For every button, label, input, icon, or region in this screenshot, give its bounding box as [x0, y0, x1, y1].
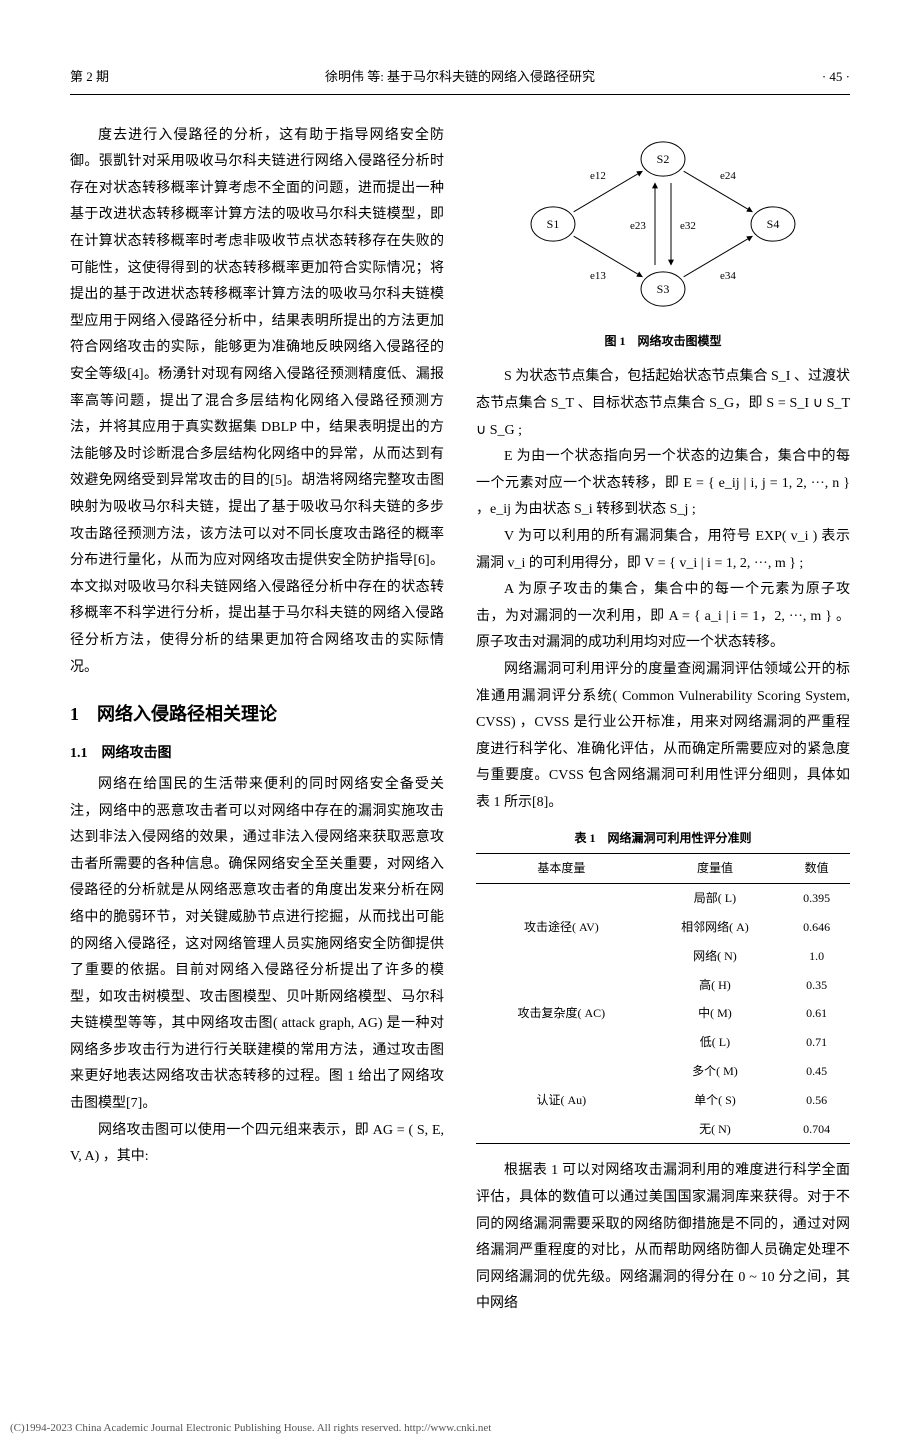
- table-metric-cell: 网络( N): [647, 942, 783, 971]
- table-col-0: 基本度量: [476, 854, 647, 884]
- svg-text:e13: e13: [590, 270, 606, 282]
- right-para-5: 网络漏洞可利用评分的度量查阅漏洞评估领域公开的标准通用漏洞评分系统( Commo…: [476, 657, 850, 817]
- left-column: 度去进行入侵路径的分析，这有助于指导网络安全防御。張凱针对采用吸收马尔科夫链进行…: [70, 123, 444, 1318]
- header-page: · 45 ·: [655, 65, 850, 90]
- table-1-caption: 表 1 网络漏洞可利用性评分准则: [476, 827, 850, 850]
- table-value-cell: 0.35: [783, 971, 850, 1000]
- table-value-cell: 0.71: [783, 1028, 850, 1057]
- table-value-cell: 0.704: [783, 1115, 850, 1144]
- right-para-3: V 为可以利用的所有漏洞集合，用符号 EXP( v_i ) 表示漏洞 v_i 的…: [476, 524, 850, 577]
- table-metric-cell: 高( H): [647, 971, 783, 1000]
- table-group-cell: 认证( Au): [476, 1057, 647, 1144]
- right-para-6: 根据表 1 可以对网络攻击漏洞利用的难度进行科学全面评估，具体的数值可以通过美国…: [476, 1158, 850, 1318]
- attack-graph-svg: e12 e24 e23 e32 e13 e34 S1 S2 S3 S4: [513, 129, 813, 324]
- table-row: 攻击途径( AV)局部( L)0.395: [476, 884, 850, 913]
- left-para-1: 度去进行入侵路径的分析，这有助于指导网络安全防御。張凱针对采用吸收马尔科夫链进行…: [70, 123, 444, 681]
- table-1-body: 攻击途径( AV)局部( L)0.395相邻网络( A)0.646网络( N)1…: [476, 884, 850, 1144]
- page-footer: (C)1994-2023 China Academic Journal Elec…: [0, 1418, 920, 1439]
- table-value-cell: 0.45: [783, 1057, 850, 1086]
- svg-text:S4: S4: [767, 217, 780, 231]
- figure-1: e12 e24 e23 e32 e13 e34 S1 S2 S3 S4 图 1 网络攻击图模型: [476, 129, 850, 353]
- table-group-cell: 攻击途径( AV): [476, 884, 647, 971]
- svg-text:S1: S1: [547, 217, 560, 231]
- two-column-layout: 度去进行入侵路径的分析，这有助于指导网络安全防御。張凱针对采用吸收马尔科夫链进行…: [70, 123, 850, 1318]
- svg-text:e34: e34: [720, 270, 736, 282]
- section-1-heading: 1 网络入侵路径相关理论: [70, 697, 444, 731]
- table-row: 攻击复杂度( AC)高( H)0.35: [476, 971, 850, 1000]
- table-value-cell: 1.0: [783, 942, 850, 971]
- svg-text:e32: e32: [680, 220, 696, 232]
- table-value-cell: 0.395: [783, 884, 850, 913]
- table-value-cell: 0.61: [783, 999, 850, 1028]
- table-row: 认证( Au)多个( M)0.45: [476, 1057, 850, 1086]
- table-metric-cell: 无( N): [647, 1115, 783, 1144]
- table-group-cell: 攻击复杂度( AC): [476, 971, 647, 1057]
- svg-text:e23: e23: [630, 220, 646, 232]
- table-metric-cell: 单个( S): [647, 1086, 783, 1115]
- right-para-1: S 为状态节点集合，包括起始状态节点集合 S_I 、过渡状态节点集合 S_T 、…: [476, 364, 850, 444]
- svg-text:e12: e12: [590, 170, 606, 182]
- table-col-2: 数值: [783, 854, 850, 884]
- subsection-1-1-heading: 1.1 网络攻击图: [70, 741, 444, 768]
- table-header-row: 基本度量 度量值 数值: [476, 854, 850, 884]
- left-para-2: 网络在给国民的生活带来便利的同时网络安全备受关注，网络中的恶意攻击者可以对网络中…: [70, 772, 444, 1118]
- table-metric-cell: 低( L): [647, 1028, 783, 1057]
- svg-text:S3: S3: [657, 282, 670, 296]
- table-metric-cell: 局部( L): [647, 884, 783, 913]
- table-metric-cell: 中( M): [647, 999, 783, 1028]
- left-para-3: 网络攻击图可以使用一个四元组来表示，即 AG = ( S, E, V, A) ，…: [70, 1118, 444, 1171]
- page-header: 第 2 期 徐明伟 等: 基于马尔科夫链的网络入侵路径研究 · 45 ·: [70, 65, 850, 95]
- header-issue: 第 2 期: [70, 65, 265, 90]
- right-column: e12 e24 e23 e32 e13 e34 S1 S2 S3 S4 图 1 网络攻击图模型 S…: [476, 123, 850, 1318]
- table-metric-cell: 多个( M): [647, 1057, 783, 1086]
- table-value-cell: 0.56: [783, 1086, 850, 1115]
- svg-text:S2: S2: [657, 152, 670, 166]
- table-1: 基本度量 度量值 数值 攻击途径( AV)局部( L)0.395相邻网络( A)…: [476, 853, 850, 1144]
- page: 第 2 期 徐明伟 等: 基于马尔科夫链的网络入侵路径研究 · 45 · 度去进…: [0, 0, 920, 1358]
- figure-1-caption: 图 1 网络攻击图模型: [604, 330, 721, 353]
- right-para-4: A 为原子攻击的集合，集合中的每一个元素为原子攻击，为对漏洞的一次利用，即 A …: [476, 577, 850, 657]
- table-col-1: 度量值: [647, 854, 783, 884]
- table-metric-cell: 相邻网络( A): [647, 913, 783, 942]
- header-title: 徐明伟 等: 基于马尔科夫链的网络入侵路径研究: [265, 65, 655, 90]
- svg-text:e24: e24: [720, 170, 736, 182]
- right-para-2: E 为由一个状态指向另一个状态的边集合，集合中的每一个元素对应一个状态转移，即 …: [476, 444, 850, 524]
- table-value-cell: 0.646: [783, 913, 850, 942]
